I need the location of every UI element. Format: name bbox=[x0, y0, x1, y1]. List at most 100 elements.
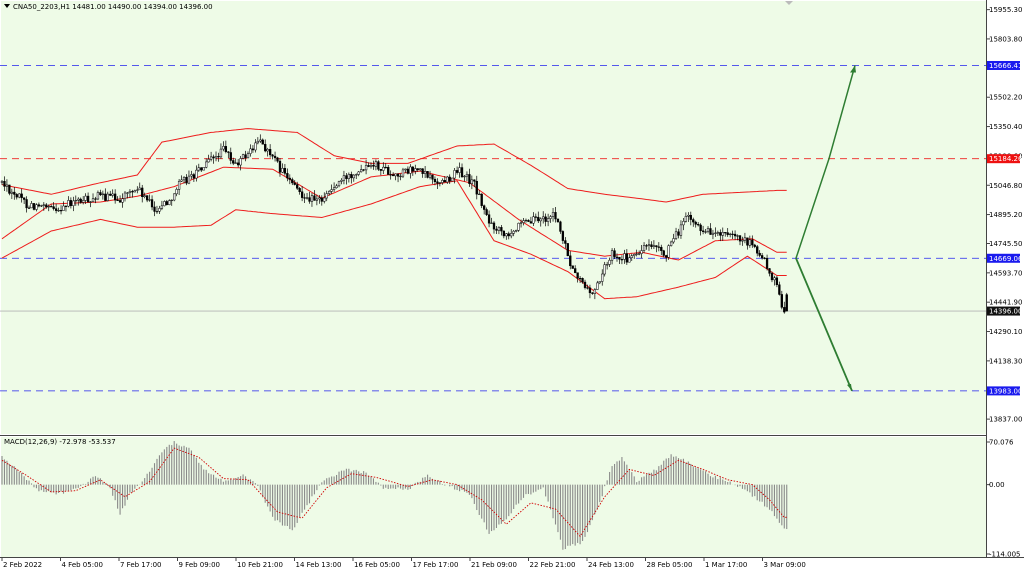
candle-body bbox=[497, 227, 501, 231]
candle-body bbox=[500, 227, 503, 232]
macd-signal bbox=[1, 447, 787, 538]
candle-body bbox=[650, 244, 653, 247]
candle-body bbox=[726, 232, 729, 235]
candle-body bbox=[581, 278, 584, 283]
candle-body bbox=[510, 233, 513, 237]
candle-body bbox=[667, 245, 670, 258]
candle-body bbox=[22, 197, 26, 200]
candle-body bbox=[35, 204, 38, 210]
candle-body bbox=[704, 231, 707, 233]
candle-body bbox=[773, 277, 776, 281]
candle-body bbox=[669, 241, 673, 246]
candle-body bbox=[104, 193, 107, 201]
candle-body bbox=[741, 239, 744, 242]
candle-body bbox=[438, 182, 442, 184]
candle-body bbox=[399, 175, 402, 178]
candle-body bbox=[721, 232, 724, 236]
projection-arrows[interactable] bbox=[795, 65, 856, 392]
candle-body bbox=[32, 203, 36, 210]
candle-body bbox=[778, 284, 781, 295]
candle-body bbox=[374, 161, 378, 167]
bullish-projection-line[interactable] bbox=[795, 65, 856, 259]
candle-body bbox=[396, 173, 400, 177]
macd-tick-label: 70.076 bbox=[989, 439, 1014, 447]
candle-body bbox=[571, 265, 574, 269]
candle-body bbox=[352, 174, 355, 179]
level-label: 15666.41 bbox=[989, 62, 1022, 70]
macd-signal-line bbox=[1, 447, 787, 538]
candle-body bbox=[337, 181, 341, 187]
candle-body bbox=[148, 199, 151, 201]
candle-body bbox=[69, 200, 73, 206]
time-tick-label: 3 Mar 09:00 bbox=[764, 561, 806, 569]
candle-body bbox=[15, 194, 18, 198]
candle-body bbox=[598, 281, 601, 284]
candle-body bbox=[288, 177, 291, 180]
collapse-triangle-icon[interactable] bbox=[4, 4, 10, 8]
price-tick-label: 15046.80 bbox=[989, 182, 1022, 190]
candle-body bbox=[495, 228, 498, 231]
candle-body bbox=[234, 162, 237, 164]
candle-body bbox=[426, 171, 429, 178]
candle-body bbox=[519, 222, 523, 224]
time-tick-label: 9 Feb 09:00 bbox=[179, 561, 220, 569]
candle-body bbox=[0, 181, 4, 183]
candle-body bbox=[478, 193, 481, 195]
candle-body bbox=[384, 166, 387, 169]
candle-body bbox=[652, 245, 656, 247]
level-label-box bbox=[987, 60, 1020, 70]
candle-body bbox=[588, 287, 592, 294]
candle-body bbox=[517, 222, 520, 231]
candle-body bbox=[173, 193, 176, 201]
candle-body bbox=[564, 240, 567, 244]
candle-body bbox=[342, 175, 346, 181]
candle-body bbox=[315, 198, 319, 201]
candle-body bbox=[192, 174, 196, 179]
candle-body bbox=[91, 198, 95, 202]
scroll-marker-icon[interactable] bbox=[785, 1, 793, 5]
candle-body bbox=[109, 193, 112, 196]
candle-body bbox=[783, 307, 786, 313]
candle-body bbox=[25, 199, 28, 209]
candle-body bbox=[264, 143, 267, 152]
candle-body bbox=[760, 255, 764, 259]
candle-body bbox=[259, 139, 262, 142]
price-tick-label: 14593.70 bbox=[989, 269, 1022, 277]
candle-body bbox=[187, 175, 191, 184]
price-tick-label: 14138.30 bbox=[989, 357, 1022, 365]
candle-body bbox=[281, 167, 284, 173]
candle-body bbox=[57, 210, 60, 212]
candle-body bbox=[170, 199, 173, 201]
candle-body bbox=[72, 200, 75, 206]
horizontal-levels[interactable] bbox=[0, 65, 986, 392]
candle-body bbox=[155, 210, 159, 213]
candle-body bbox=[775, 277, 779, 286]
candle-body bbox=[27, 207, 31, 209]
candle-body bbox=[59, 210, 63, 212]
candle-body bbox=[451, 177, 454, 182]
candle-body bbox=[753, 244, 756, 247]
candle-body bbox=[244, 154, 247, 159]
macd-histogram bbox=[1, 441, 788, 550]
level-label-box bbox=[987, 306, 1020, 316]
level-label: 14669.06 bbox=[989, 255, 1023, 263]
candle-body bbox=[625, 253, 628, 263]
candle-body bbox=[746, 237, 749, 246]
candle-body bbox=[423, 171, 427, 174]
candle-body bbox=[765, 257, 769, 269]
bearish-projection-line[interactable] bbox=[795, 257, 853, 392]
candle-body bbox=[785, 294, 788, 312]
candle-body bbox=[133, 190, 136, 193]
macd-tick-label: -114.005 bbox=[989, 551, 1020, 559]
level-label: 15184.26 bbox=[989, 155, 1023, 163]
level-labels: 15666.41 15184.26 14669.06 14396.00 13983.00 bbox=[987, 60, 1023, 396]
candle-body bbox=[74, 200, 77, 202]
candle-body bbox=[323, 197, 326, 202]
candle-body bbox=[50, 206, 53, 208]
price-tick-label: 14745.50 bbox=[989, 240, 1022, 248]
candle-body bbox=[106, 193, 109, 201]
candle-body bbox=[278, 160, 282, 173]
macd-tick-label: 0.00 bbox=[989, 481, 1005, 489]
